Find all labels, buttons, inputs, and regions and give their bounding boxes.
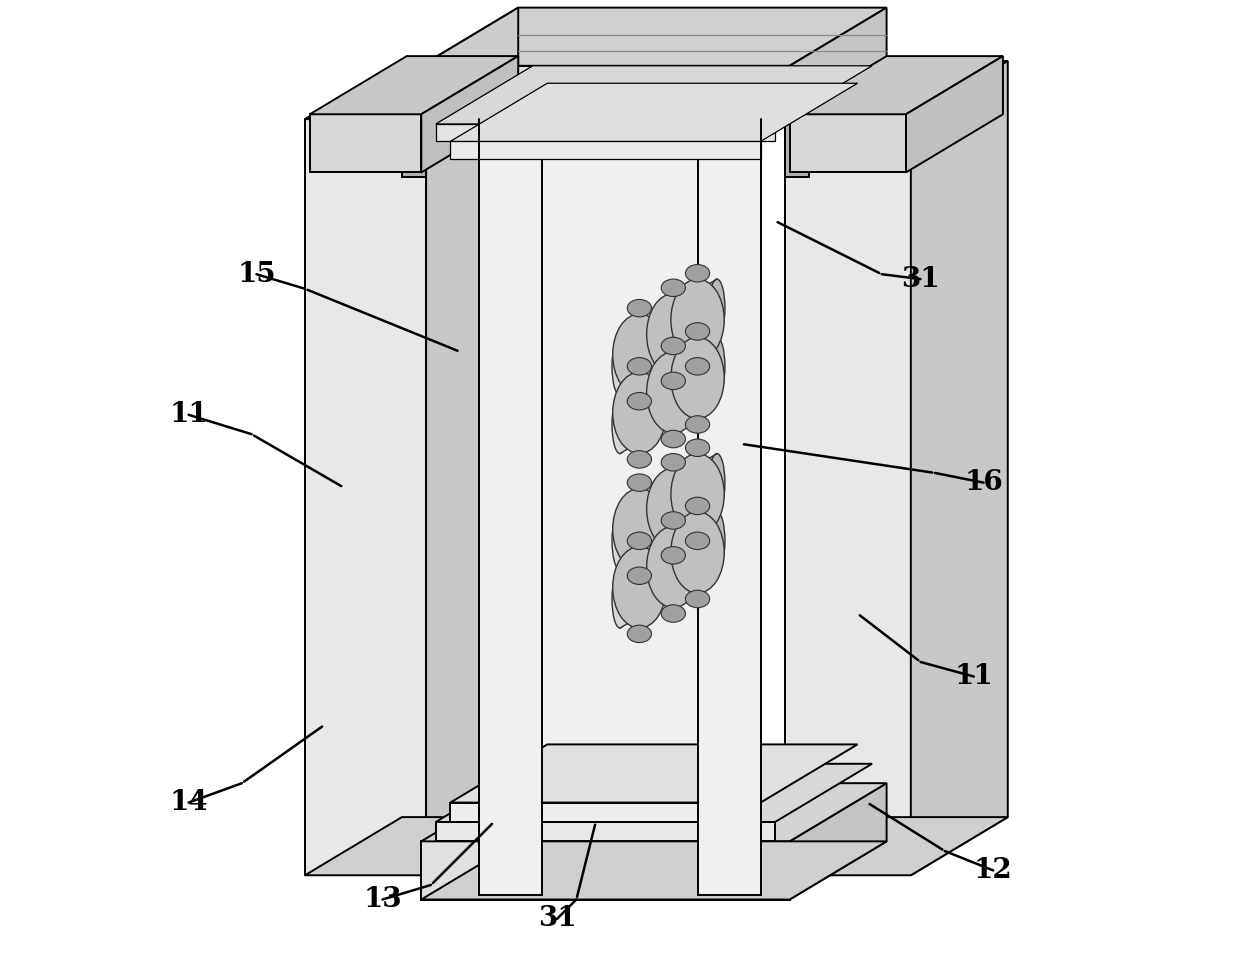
Polygon shape bbox=[620, 279, 717, 396]
Ellipse shape bbox=[671, 453, 724, 535]
Ellipse shape bbox=[627, 567, 651, 584]
Polygon shape bbox=[480, 119, 760, 895]
Ellipse shape bbox=[613, 570, 627, 628]
Text: 12: 12 bbox=[973, 857, 1013, 884]
Ellipse shape bbox=[613, 314, 666, 396]
Text: 31: 31 bbox=[901, 265, 940, 292]
Polygon shape bbox=[310, 114, 422, 173]
Text: 13: 13 bbox=[363, 886, 402, 913]
Ellipse shape bbox=[613, 547, 666, 628]
Ellipse shape bbox=[627, 299, 651, 317]
Polygon shape bbox=[785, 61, 1008, 119]
Polygon shape bbox=[422, 783, 887, 841]
Polygon shape bbox=[422, 8, 887, 65]
Ellipse shape bbox=[686, 497, 709, 515]
Ellipse shape bbox=[686, 264, 709, 282]
Polygon shape bbox=[790, 8, 887, 124]
Polygon shape bbox=[435, 822, 775, 841]
Polygon shape bbox=[785, 119, 911, 876]
Ellipse shape bbox=[686, 323, 709, 340]
Polygon shape bbox=[620, 453, 717, 570]
Ellipse shape bbox=[646, 526, 699, 607]
Polygon shape bbox=[790, 783, 887, 900]
Ellipse shape bbox=[709, 512, 725, 570]
Ellipse shape bbox=[646, 468, 699, 550]
Text: 16: 16 bbox=[965, 469, 1003, 496]
Text: 11: 11 bbox=[955, 663, 993, 690]
Ellipse shape bbox=[613, 396, 627, 453]
Polygon shape bbox=[422, 8, 518, 124]
Ellipse shape bbox=[661, 430, 686, 448]
Ellipse shape bbox=[613, 512, 627, 570]
Ellipse shape bbox=[671, 512, 724, 593]
Polygon shape bbox=[422, 57, 518, 173]
Polygon shape bbox=[435, 124, 775, 141]
Polygon shape bbox=[450, 802, 760, 822]
Ellipse shape bbox=[686, 439, 709, 456]
Polygon shape bbox=[310, 57, 518, 114]
Polygon shape bbox=[785, 817, 1008, 876]
Ellipse shape bbox=[686, 358, 709, 375]
Ellipse shape bbox=[627, 474, 651, 491]
Ellipse shape bbox=[671, 337, 724, 418]
Ellipse shape bbox=[661, 512, 686, 529]
Polygon shape bbox=[435, 65, 872, 124]
Ellipse shape bbox=[661, 279, 686, 296]
Polygon shape bbox=[305, 61, 523, 119]
Ellipse shape bbox=[661, 604, 686, 622]
Text: 11: 11 bbox=[169, 402, 208, 428]
Polygon shape bbox=[620, 512, 717, 628]
Ellipse shape bbox=[661, 453, 686, 471]
Ellipse shape bbox=[709, 453, 725, 512]
Ellipse shape bbox=[613, 337, 627, 396]
Polygon shape bbox=[620, 337, 717, 453]
Polygon shape bbox=[911, 61, 1008, 876]
Ellipse shape bbox=[686, 532, 709, 550]
Polygon shape bbox=[427, 61, 523, 876]
Ellipse shape bbox=[671, 279, 724, 361]
Ellipse shape bbox=[627, 393, 651, 410]
Polygon shape bbox=[790, 57, 1003, 114]
Polygon shape bbox=[906, 57, 1003, 173]
Ellipse shape bbox=[661, 337, 686, 355]
Ellipse shape bbox=[627, 450, 651, 468]
Text: 14: 14 bbox=[170, 789, 208, 816]
Polygon shape bbox=[435, 763, 872, 822]
Polygon shape bbox=[698, 119, 760, 895]
Polygon shape bbox=[422, 841, 887, 900]
Ellipse shape bbox=[627, 625, 651, 643]
Ellipse shape bbox=[709, 279, 725, 337]
Polygon shape bbox=[450, 83, 858, 141]
Ellipse shape bbox=[686, 590, 709, 607]
Polygon shape bbox=[422, 841, 790, 900]
Polygon shape bbox=[790, 114, 906, 173]
Polygon shape bbox=[422, 65, 790, 124]
Ellipse shape bbox=[661, 372, 686, 390]
Text: 31: 31 bbox=[538, 906, 577, 932]
Ellipse shape bbox=[686, 415, 709, 433]
Ellipse shape bbox=[709, 337, 725, 396]
Ellipse shape bbox=[613, 372, 666, 453]
Ellipse shape bbox=[613, 488, 666, 570]
Ellipse shape bbox=[627, 532, 651, 550]
Polygon shape bbox=[480, 117, 764, 119]
Polygon shape bbox=[450, 744, 858, 802]
Polygon shape bbox=[480, 119, 542, 895]
Polygon shape bbox=[305, 817, 523, 876]
Polygon shape bbox=[402, 119, 427, 177]
Polygon shape bbox=[305, 119, 427, 876]
Polygon shape bbox=[785, 119, 808, 177]
Ellipse shape bbox=[627, 358, 651, 375]
Ellipse shape bbox=[646, 352, 699, 433]
Polygon shape bbox=[450, 141, 760, 159]
Ellipse shape bbox=[646, 293, 699, 375]
Ellipse shape bbox=[661, 547, 686, 565]
Text: 15: 15 bbox=[237, 260, 275, 288]
